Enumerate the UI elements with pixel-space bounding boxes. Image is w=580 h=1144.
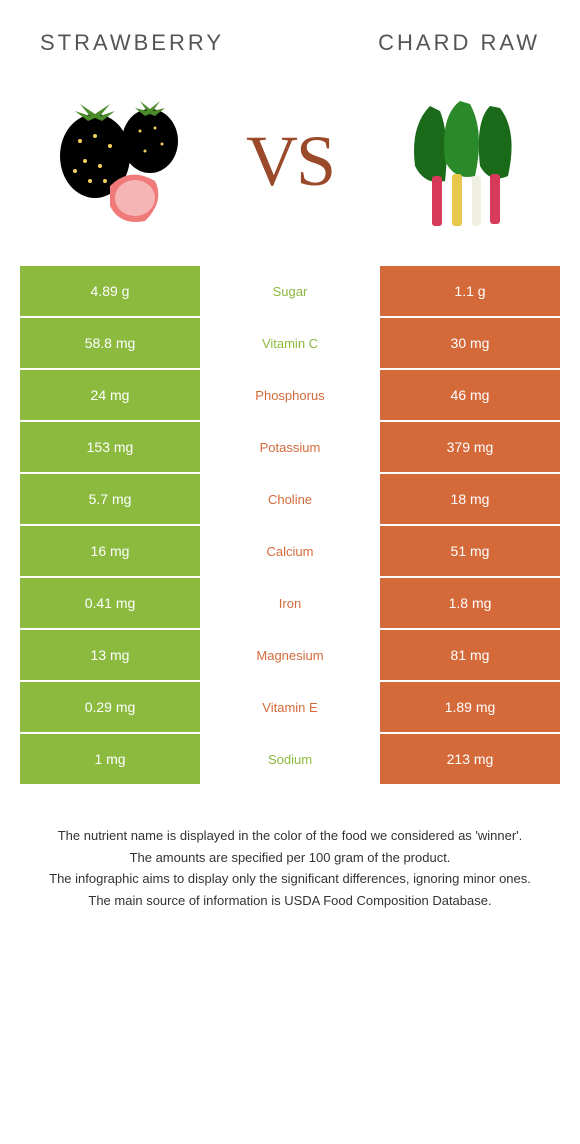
cell-right-value: 18 mg: [380, 474, 560, 524]
table-row: 13 mgMagnesium81 mg: [20, 630, 560, 680]
cell-left-value: 5.7 mg: [20, 474, 200, 524]
cell-left-value: 0.41 mg: [20, 578, 200, 628]
cell-left-value: 13 mg: [20, 630, 200, 680]
table-row: 4.89 gSugar1.1 g: [20, 266, 560, 316]
cell-left-value: 0.29 mg: [20, 682, 200, 732]
cell-right-value: 81 mg: [380, 630, 560, 680]
table-row: 0.41 mgIron1.8 mg: [20, 578, 560, 628]
cell-nutrient-label: Vitamin E: [200, 682, 380, 732]
title-left: STRAWBERRY: [40, 30, 224, 56]
footer-line-3: The infographic aims to display only the…: [24, 869, 556, 889]
cell-nutrient-label: Choline: [200, 474, 380, 524]
cell-right-value: 1.8 mg: [380, 578, 560, 628]
cell-left-value: 153 mg: [20, 422, 200, 472]
table-row: 5.7 mgCholine18 mg: [20, 474, 560, 524]
cell-left-value: 1 mg: [20, 734, 200, 784]
chard-image: [390, 86, 540, 236]
footer-line-2: The amounts are specified per 100 gram o…: [24, 848, 556, 868]
table-row: 153 mgPotassium379 mg: [20, 422, 560, 472]
vs-label: VS: [246, 120, 334, 203]
footer-line-1: The nutrient name is displayed in the co…: [24, 826, 556, 846]
cell-nutrient-label: Potassium: [200, 422, 380, 472]
cell-right-value: 46 mg: [380, 370, 560, 420]
footer-line-4: The main source of information is USDA F…: [24, 891, 556, 911]
nutrient-table: 4.89 gSugar1.1 g58.8 mgVitamin C30 mg24 …: [0, 266, 580, 784]
footer-notes: The nutrient name is displayed in the co…: [0, 786, 580, 932]
cell-left-value: 58.8 mg: [20, 318, 200, 368]
cell-nutrient-label: Sugar: [200, 266, 380, 316]
cell-right-value: 213 mg: [380, 734, 560, 784]
table-row: 16 mgCalcium51 mg: [20, 526, 560, 576]
cell-nutrient-label: Iron: [200, 578, 380, 628]
cell-left-value: 4.89 g: [20, 266, 200, 316]
hero-row: VS: [0, 66, 580, 266]
cell-right-value: 1.89 mg: [380, 682, 560, 732]
table-row: 0.29 mgVitamin E1.89 mg: [20, 682, 560, 732]
cell-left-value: 16 mg: [20, 526, 200, 576]
cell-nutrient-label: Vitamin C: [200, 318, 380, 368]
cell-nutrient-label: Magnesium: [200, 630, 380, 680]
strawberry-image: [40, 86, 190, 236]
cell-right-value: 30 mg: [380, 318, 560, 368]
chard-icon: [390, 86, 540, 236]
cell-right-value: 51 mg: [380, 526, 560, 576]
cell-right-value: 379 mg: [380, 422, 560, 472]
table-row: 58.8 mgVitamin C30 mg: [20, 318, 560, 368]
cell-nutrient-label: Calcium: [200, 526, 380, 576]
cell-nutrient-label: Phosphorus: [200, 370, 380, 420]
cell-nutrient-label: Sodium: [200, 734, 380, 784]
title-right: CHARD RAW: [378, 30, 540, 56]
cell-right-value: 1.1 g: [380, 266, 560, 316]
table-row: 1 mgSodium213 mg: [20, 734, 560, 784]
cell-left-value: 24 mg: [20, 370, 200, 420]
table-row: 24 mgPhosphorus46 mg: [20, 370, 560, 420]
strawberry-icon: [40, 86, 190, 236]
header: STRAWBERRY CHARD RAW: [0, 0, 580, 66]
